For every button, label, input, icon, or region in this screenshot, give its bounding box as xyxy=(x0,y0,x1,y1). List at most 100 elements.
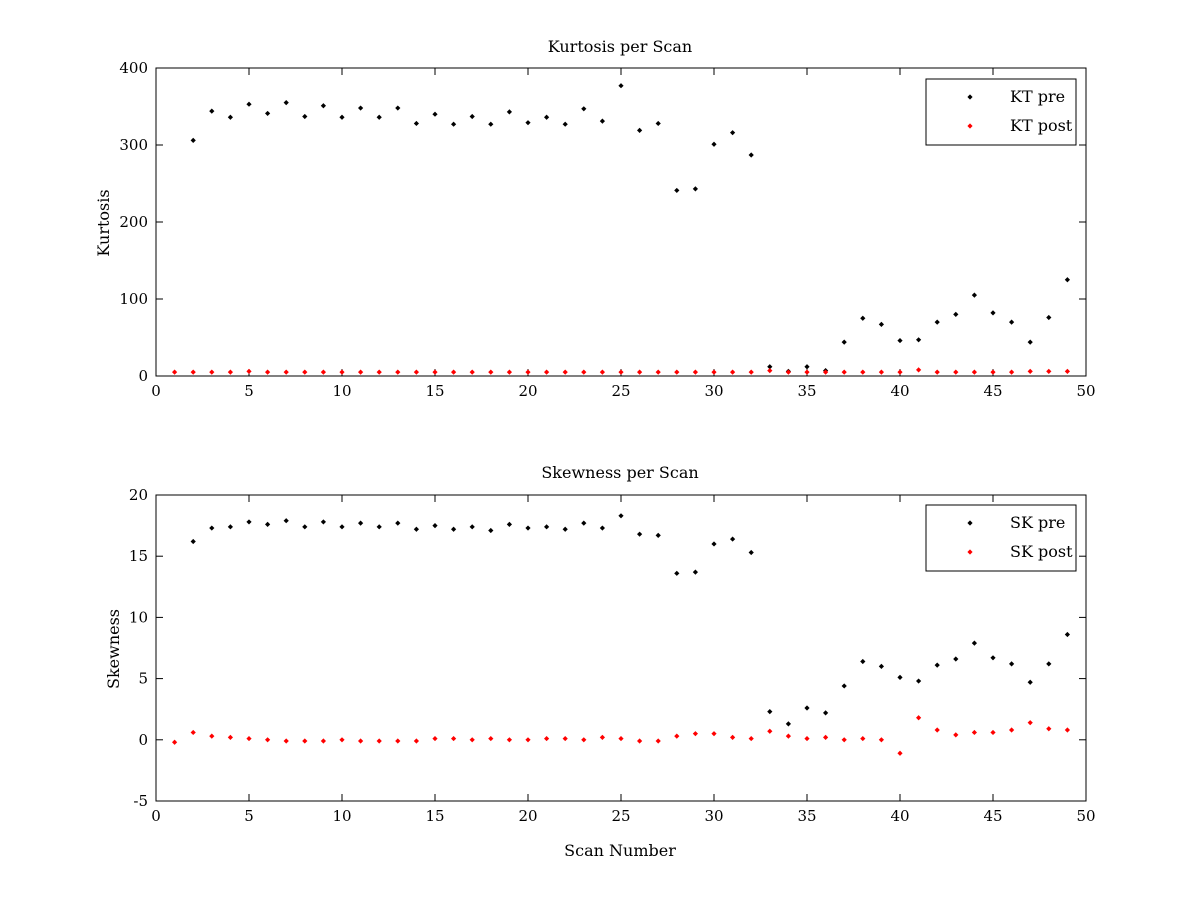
data-point-pre xyxy=(506,521,512,527)
data-point-post xyxy=(265,737,271,743)
data-point-post xyxy=(525,737,531,743)
data-point-pre xyxy=(320,519,326,525)
data-point-post xyxy=(785,733,791,739)
data-point-post xyxy=(767,728,773,734)
data-point-pre xyxy=(339,114,345,120)
x-tick-label: 5 xyxy=(244,382,254,400)
data-point-pre xyxy=(767,364,773,370)
data-point-post xyxy=(209,369,215,375)
x-tick-label: 40 xyxy=(890,807,909,825)
data-point-post xyxy=(432,735,438,742)
data-point-post xyxy=(804,735,810,742)
data-point-post xyxy=(692,369,698,375)
data-point-pre xyxy=(358,520,364,526)
data-point-post xyxy=(451,735,457,742)
x-tick-label: 25 xyxy=(611,382,630,400)
data-point-post xyxy=(618,735,624,742)
data-point-post xyxy=(1009,369,1015,375)
data-point-pre xyxy=(655,120,661,127)
data-point-post xyxy=(395,369,401,375)
data-point-post xyxy=(506,737,512,743)
x-tick-label: 30 xyxy=(704,382,723,400)
data-point-post xyxy=(581,737,587,743)
y-tick-label: 100 xyxy=(119,290,148,308)
y-tick-label: 400 xyxy=(119,59,148,77)
data-point-post xyxy=(190,369,196,375)
data-point-pre xyxy=(209,525,215,531)
data-point-post xyxy=(823,734,829,740)
data-point-post xyxy=(841,369,847,375)
data-point-pre xyxy=(748,152,754,158)
data-point-pre xyxy=(283,100,289,106)
data-point-post xyxy=(190,729,196,736)
data-point-post xyxy=(544,735,550,742)
y-tick-label: 200 xyxy=(119,213,148,231)
data-point-pre xyxy=(1064,631,1070,638)
x-tick-label: 45 xyxy=(983,382,1002,400)
data-point-post xyxy=(562,369,568,375)
data-point-post xyxy=(748,369,754,375)
data-point-post xyxy=(897,369,903,375)
data-point-post xyxy=(339,737,345,743)
data-point-pre xyxy=(767,709,773,715)
data-point-post xyxy=(544,369,550,375)
data-point-post xyxy=(469,369,475,375)
data-point-pre xyxy=(432,523,438,529)
data-point-post xyxy=(1064,368,1070,374)
data-point-post xyxy=(506,369,512,375)
x-tick-label: 0 xyxy=(151,807,161,825)
data-point-pre xyxy=(302,113,308,120)
data-point-pre xyxy=(878,663,884,669)
data-point-post xyxy=(711,731,717,737)
data-point-post xyxy=(916,367,922,373)
y-tick-label: 0 xyxy=(138,367,148,385)
data-point-pre xyxy=(469,524,475,530)
data-point-pre xyxy=(1009,319,1015,325)
data-point-pre xyxy=(562,526,568,532)
data-point-pre xyxy=(1064,277,1070,283)
x-tick-label: 15 xyxy=(425,807,444,825)
data-point-post xyxy=(358,738,364,744)
data-point-post xyxy=(1009,727,1015,733)
data-point-post xyxy=(934,369,940,375)
data-point-pre xyxy=(618,83,624,89)
data-point-pre xyxy=(525,120,531,126)
data-point-post xyxy=(581,369,587,375)
data-point-pre xyxy=(1027,679,1033,685)
data-point-pre xyxy=(1027,339,1033,345)
data-point-pre xyxy=(1046,661,1052,667)
data-point-post xyxy=(971,729,977,736)
data-point-pre xyxy=(581,520,587,526)
data-point-pre xyxy=(971,292,977,298)
data-point-post xyxy=(488,735,494,742)
data-point-pre xyxy=(990,655,996,661)
data-point-post xyxy=(785,369,791,375)
data-point-pre xyxy=(841,683,847,689)
data-point-post xyxy=(302,369,308,375)
data-point-pre xyxy=(581,106,587,112)
data-point-pre xyxy=(916,337,922,343)
skewness-plot: Skewness per Scan Skewness Scan Number 0… xyxy=(104,463,1096,860)
data-point-post xyxy=(209,733,215,739)
data-point-pre xyxy=(376,524,382,530)
data-point-pre xyxy=(953,656,959,662)
data-point-pre xyxy=(785,721,791,727)
data-point-post xyxy=(469,737,475,743)
data-point-pre xyxy=(525,525,531,531)
x-tick-label: 10 xyxy=(332,807,351,825)
data-point-pre xyxy=(209,108,215,114)
data-point-post xyxy=(655,738,661,744)
y-axis-title: Skewness xyxy=(104,609,123,689)
data-point-post xyxy=(860,735,866,742)
data-point-post xyxy=(283,738,289,744)
data-point-pre xyxy=(711,541,717,547)
data-point-post xyxy=(395,738,401,744)
data-point-post xyxy=(804,369,810,375)
x-tick-label: 20 xyxy=(518,807,537,825)
data-point-pre xyxy=(1009,661,1015,667)
x-axis-title: Scan Number xyxy=(564,841,676,860)
data-point-pre xyxy=(413,120,419,127)
x-tick-label: 5 xyxy=(244,807,254,825)
